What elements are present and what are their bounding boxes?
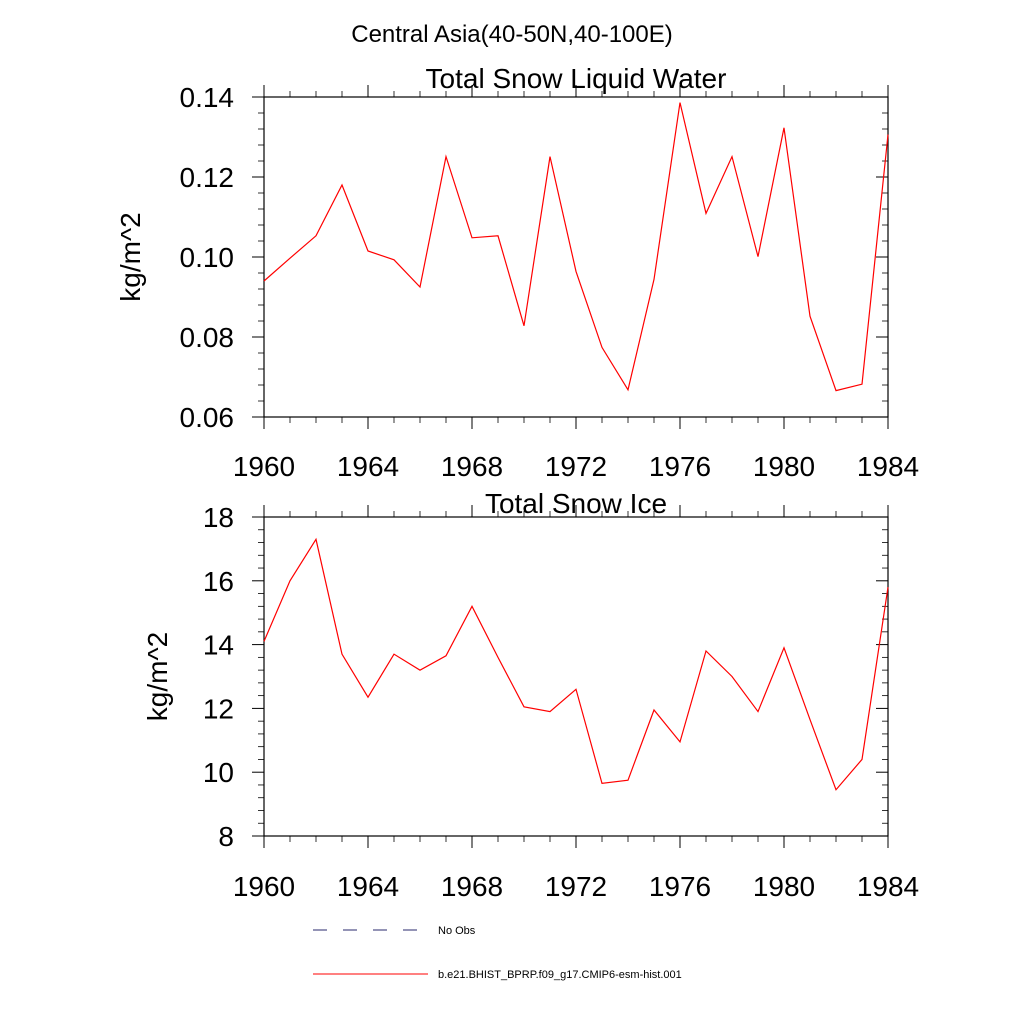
y-axis-label: kg/m^2 xyxy=(115,212,146,301)
series-line-1 xyxy=(263,102,889,392)
x-tick-label: 1968 xyxy=(441,451,503,482)
x-tick-label: 1984 xyxy=(857,451,919,482)
y-tick-label: 16 xyxy=(203,566,234,597)
y-tick-label: 10 xyxy=(203,757,234,788)
y-tick-label: 0.14 xyxy=(180,82,235,113)
legend: No Obs b.e21.BHIST_BPRP.f09_g17.CMIP6-esm… xyxy=(313,925,682,981)
x-tick-label: 1972 xyxy=(545,451,607,482)
figure-suptitle: Central Asia(40-50N,40-100E) xyxy=(351,21,673,48)
y-tick-label: 12 xyxy=(203,693,234,724)
x-tick-label: 1980 xyxy=(753,451,815,482)
y-tick-label: 0.12 xyxy=(180,162,235,193)
x-tick-label: 1976 xyxy=(649,871,711,902)
x-tick-label: 1964 xyxy=(337,451,399,482)
x-tick-label: 1972 xyxy=(545,871,607,902)
x-tick-label: 1984 xyxy=(857,871,919,902)
legend-label-2: b.e21.BHIST_BPRP.f09_g17.CMIP6-esm-hist.… xyxy=(438,969,682,981)
y-tick-label: 14 xyxy=(203,630,234,661)
x-tick-label: 1960 xyxy=(233,451,295,482)
y-tick-label: 18 xyxy=(203,502,234,533)
x-tick-label: 1960 xyxy=(233,871,295,902)
y-tick-label: 0.06 xyxy=(180,402,235,433)
x-tick-label: 1980 xyxy=(753,871,815,902)
legend-label-1: No Obs xyxy=(438,925,476,937)
y-axis-label: kg/m^2 xyxy=(142,632,173,721)
x-tick-label: 1968 xyxy=(441,871,503,902)
series-line-1 xyxy=(263,537,889,791)
x-tick-label: 1964 xyxy=(337,871,399,902)
y-tick-label: 0.08 xyxy=(180,322,235,353)
x-tick-label: 1976 xyxy=(649,451,711,482)
y-tick-label: 8 xyxy=(218,821,234,852)
y-tick-label: 0.10 xyxy=(180,242,235,273)
